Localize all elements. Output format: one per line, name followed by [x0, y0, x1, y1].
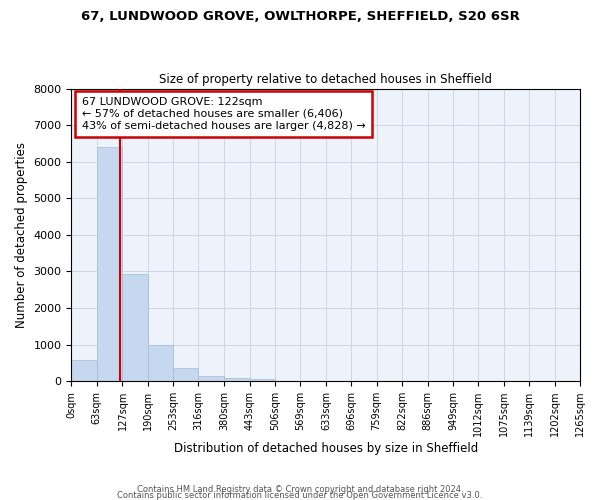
Bar [250, 379, 275, 381]
Bar [224, 378, 250, 381]
Text: Contains public sector information licensed under the Open Government Licence v3: Contains public sector information licen… [118, 490, 482, 500]
Y-axis label: Number of detached properties: Number of detached properties [15, 142, 28, 328]
Bar [122, 274, 148, 381]
Text: 67, LUNDWOOD GROVE, OWLTHORPE, SHEFFIELD, S20 6SR: 67, LUNDWOOD GROVE, OWLTHORPE, SHEFFIELD… [80, 10, 520, 23]
Bar [148, 346, 173, 381]
Text: 67 LUNDWOOD GROVE: 122sqm
← 57% of detached houses are smaller (6,406)
43% of se: 67 LUNDWOOD GROVE: 122sqm ← 57% of detac… [82, 98, 365, 130]
Title: Size of property relative to detached houses in Sheffield: Size of property relative to detached ho… [159, 73, 492, 86]
Text: Contains HM Land Registry data © Crown copyright and database right 2024.: Contains HM Land Registry data © Crown c… [137, 485, 463, 494]
Bar [97, 147, 122, 381]
Bar [173, 368, 199, 381]
X-axis label: Distribution of detached houses by size in Sheffield: Distribution of detached houses by size … [173, 442, 478, 455]
Bar [71, 360, 97, 381]
Bar [199, 376, 224, 381]
